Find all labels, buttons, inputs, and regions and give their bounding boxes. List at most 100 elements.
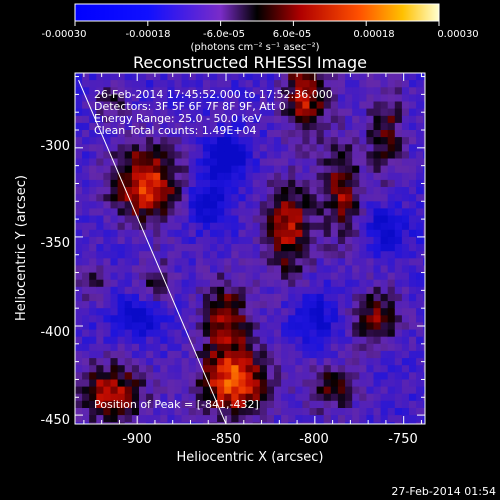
heatmap-cell: [274, 422, 282, 424]
heatmap-cell: [345, 122, 353, 131]
heatmap-cell: [380, 215, 389, 224]
heatmap-cell: [224, 137, 232, 145]
heatmap-cell: [288, 279, 296, 288]
heatmap-cell: [224, 308, 232, 316]
heatmap-cell: [274, 415, 282, 423]
heatmap-cell: [323, 365, 332, 373]
heatmap-cell: [252, 422, 261, 424]
heatmap-cell: [238, 258, 247, 266]
heatmap-cell: [266, 94, 275, 103]
heatmap-cell: [160, 179, 168, 188]
heatmap-cell: [409, 201, 417, 209]
heatmap-cell: [139, 80, 147, 88]
heatmap-cell: [82, 87, 90, 95]
heatmap-cell: [110, 379, 119, 388]
heatmap-cell: [124, 265, 133, 274]
heatmap-cell: [160, 286, 168, 295]
heatmap-cell: [330, 301, 339, 309]
colorbar-units: (photons cm⁻² s⁻¹ asec⁻²): [190, 42, 319, 53]
heatmap-cell: [188, 336, 197, 345]
heatmap-cell: [288, 379, 296, 388]
heatmap-cell: [416, 301, 424, 309]
heatmap-cell: [217, 393, 225, 402]
heatmap-cell: [139, 315, 147, 323]
heatmap-cell: [394, 408, 403, 416]
heatmap-cell: [139, 400, 147, 409]
heatmap-cell: [210, 201, 218, 209]
heatmap-cell: [380, 393, 389, 402]
heatmap-cell: [259, 308, 268, 316]
heatmap-cell: [224, 372, 232, 380]
heatmap-cell: [330, 94, 339, 103]
heatmap-cell: [103, 315, 112, 323]
heatmap-cell: [380, 415, 389, 423]
heatmap-cell: [103, 286, 112, 295]
heatmap-cell: [274, 208, 282, 217]
heatmap-cell: [124, 372, 133, 380]
heatmap-cell: [245, 208, 254, 217]
heatmap-cell: [96, 122, 104, 131]
heatmap-cell: [345, 108, 353, 117]
heatmap-cell: [281, 222, 289, 231]
heatmap-cell: [238, 194, 247, 202]
heatmap-cell: [274, 172, 282, 181]
heatmap-cell: [266, 229, 275, 238]
heatmap-cell: [245, 336, 254, 345]
heatmap-cell: [188, 301, 197, 309]
heatmap-cell: [89, 422, 97, 424]
heatmap-cell: [401, 208, 410, 217]
heatmap-cell: [380, 137, 389, 145]
heatmap-cell: [373, 365, 382, 373]
heatmap-cell: [181, 408, 190, 416]
heatmap-cell: [373, 215, 382, 224]
heatmap-cell: [89, 165, 97, 174]
heatmap-cell: [345, 137, 353, 145]
heatmap-cell: [195, 229, 204, 238]
heatmap-cell: [188, 315, 197, 323]
heatmap-cell: [266, 343, 275, 352]
heatmap-cell: [323, 336, 332, 345]
heatmap-cell: [224, 122, 232, 131]
heatmap-cell: [302, 208, 311, 217]
heatmap-cell: [337, 137, 346, 145]
heatmap-cell: [373, 208, 382, 217]
heatmap-cell: [259, 343, 268, 352]
heatmap-cell: [89, 400, 97, 409]
heatmap-cell: [323, 265, 332, 274]
heatmap-cell: [401, 215, 410, 224]
heatmap-cell: [352, 272, 360, 281]
heatmap-cell: [117, 379, 126, 388]
heatmap-cell: [345, 151, 353, 160]
heatmap-cell: [309, 365, 318, 373]
heatmap-cell: [231, 350, 239, 359]
heatmap-cell: [188, 372, 197, 380]
heatmap-cell: [380, 108, 389, 117]
heatmap-cell: [309, 115, 318, 124]
heatmap-cell: [131, 108, 140, 117]
heatmap-cell: [117, 144, 126, 152]
heatmap-cell: [373, 151, 382, 160]
heatmap-cell: [103, 187, 112, 195]
heatmap-cell: [160, 144, 168, 152]
heatmap-cell: [89, 265, 97, 274]
heatmap-cell: [110, 151, 119, 160]
heatmap-cell: [181, 122, 190, 131]
heatmap-cell: [295, 108, 303, 117]
heatmap-cell: [288, 336, 296, 345]
heatmap-cell: [359, 336, 367, 345]
heatmap-cell: [359, 165, 367, 174]
heatmap-cell: [195, 144, 204, 152]
heatmap-cell: [380, 372, 389, 380]
heatmap-cell: [337, 179, 346, 188]
heatmap-cell: [323, 393, 332, 402]
heatmap-cell: [224, 179, 232, 188]
heatmap-cell: [103, 94, 112, 103]
heatmap-cell: [238, 386, 247, 395]
heatmap-cell: [330, 144, 339, 152]
heatmap-cell: [394, 187, 403, 195]
heatmap-cell: [366, 293, 375, 302]
heatmap-cell: [281, 179, 289, 188]
heatmap-cell: [266, 393, 275, 402]
heatmap-cell: [380, 151, 389, 160]
heatmap-cell: [96, 101, 104, 110]
